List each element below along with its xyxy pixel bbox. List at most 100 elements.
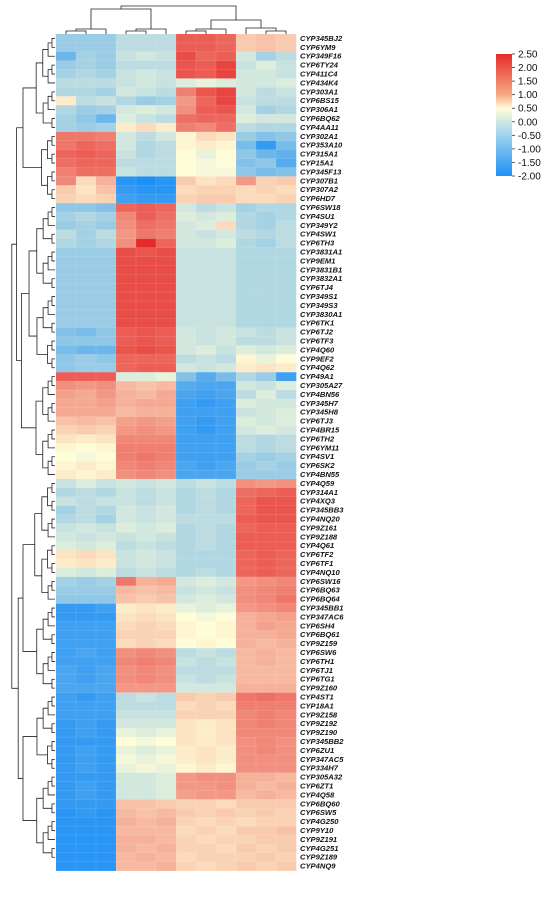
heatmap-cell xyxy=(116,78,137,88)
heatmap-cell xyxy=(176,274,197,284)
heatmap-cell xyxy=(176,719,197,729)
heatmap-cell xyxy=(136,674,157,684)
heatmap-cell xyxy=(176,363,197,373)
heatmap-cell xyxy=(196,523,217,533)
heatmap-cell xyxy=(196,407,217,417)
heatmap-cell xyxy=(136,336,157,346)
heatmap-cell xyxy=(276,746,297,756)
row-label: CYP4NQ10 xyxy=(300,568,340,577)
heatmap-cell xyxy=(216,381,237,391)
heatmap-cell xyxy=(136,532,157,542)
heatmap-cell xyxy=(56,131,77,142)
heatmap-cell xyxy=(56,568,77,578)
heatmap-cell xyxy=(76,354,97,364)
row-label: CYP345H7 xyxy=(300,399,339,408)
heatmap-cell xyxy=(216,434,237,444)
heatmap-cell xyxy=(216,665,237,676)
heatmap-cell xyxy=(136,60,157,70)
heatmap-cell xyxy=(216,746,237,756)
row-label: CYP314A1 xyxy=(300,488,338,497)
heatmap-cell xyxy=(96,425,117,435)
heatmap-cell xyxy=(256,621,277,631)
heatmap-cell xyxy=(236,674,257,684)
heatmap-cell xyxy=(96,594,117,604)
dendrogram-link xyxy=(42,218,52,240)
heatmap-cell xyxy=(76,34,97,44)
heatmap-cell xyxy=(156,808,177,818)
column-dendrogram xyxy=(65,5,287,34)
heatmap-cell xyxy=(156,852,177,862)
dendrogram-link xyxy=(36,717,48,756)
heatmap-cell xyxy=(176,345,197,355)
dendrogram-link xyxy=(47,434,55,449)
heatmap-cell xyxy=(96,140,117,150)
heatmap-cell xyxy=(196,443,217,453)
heatmap-cell xyxy=(176,60,197,70)
heatmap-cell xyxy=(236,42,257,53)
heatmap-cell xyxy=(116,470,137,480)
heatmap-cell xyxy=(116,861,137,871)
heatmap-cell xyxy=(76,123,97,133)
heatmap-cell xyxy=(136,34,157,44)
heatmap-cell xyxy=(196,176,217,186)
row-label: CYP9Z188 xyxy=(300,532,338,541)
heatmap-cell xyxy=(216,621,237,631)
heatmap-cell xyxy=(176,372,197,382)
heatmap-cell xyxy=(116,194,137,204)
row-label: CYP345BB3 xyxy=(300,506,344,515)
heatmap-cell xyxy=(236,665,257,676)
heatmap-cell xyxy=(276,808,297,818)
heatmap-cell xyxy=(236,621,257,631)
heatmap-cell xyxy=(56,710,77,720)
heatmap-cell xyxy=(176,568,197,578)
heatmap-cell xyxy=(216,194,237,204)
heatmap-cell xyxy=(136,594,157,604)
heatmap-cell xyxy=(196,167,217,177)
heatmap-cell xyxy=(96,416,117,426)
color-scale-tick-label: -1.50 xyxy=(518,158,541,169)
heatmap-cell xyxy=(96,826,117,836)
column-label: P1 xyxy=(202,874,213,887)
heatmap-cell xyxy=(276,416,297,426)
row-label: CYP347AC6 xyxy=(300,612,344,621)
heatmap-cell xyxy=(96,78,117,88)
heatmap-cell xyxy=(136,301,157,311)
heatmap-cell xyxy=(96,354,117,364)
heatmap-cell xyxy=(116,425,137,435)
heatmap-cell xyxy=(116,274,137,284)
heatmap-cell xyxy=(96,452,117,462)
heatmap-cell xyxy=(216,416,237,426)
heatmap-cell xyxy=(176,754,197,765)
heatmap-cell xyxy=(96,568,117,578)
heatmap-cell xyxy=(276,309,297,320)
heatmap-cell xyxy=(96,461,117,471)
heatmap-cell xyxy=(236,817,257,827)
heatmap-cell xyxy=(156,96,177,106)
heatmap-cell xyxy=(216,265,237,275)
heatmap-cell xyxy=(56,220,77,231)
heatmap-cell xyxy=(236,710,257,720)
heatmap-cell xyxy=(176,452,197,462)
heatmap-cell xyxy=(256,612,277,622)
heatmap-cell xyxy=(136,665,157,676)
row-label: CYP6BQ60 xyxy=(300,799,340,808)
heatmap-cell xyxy=(156,140,177,150)
heatmap-cell xyxy=(256,34,277,44)
dendrogram-link xyxy=(36,317,48,355)
dendrogram-link xyxy=(51,678,55,689)
heatmap-cell xyxy=(116,719,137,729)
heatmap-cell xyxy=(56,123,77,133)
heatmap-cell xyxy=(236,452,257,462)
heatmap-cell xyxy=(216,568,237,578)
heatmap-cell xyxy=(176,648,197,658)
heatmap-cell xyxy=(256,105,277,115)
heatmap-cell xyxy=(76,576,97,587)
heatmap-cell xyxy=(196,229,217,239)
heatmap-cell xyxy=(156,612,177,622)
heatmap-cell xyxy=(216,149,237,159)
heatmap-cell xyxy=(56,585,77,595)
row-labels: CYP345BJ2CYP6YM9CYP349F16CYP6TY24CYP411C… xyxy=(300,34,344,871)
heatmap-cell xyxy=(116,229,137,239)
heatmap-cell xyxy=(156,443,177,453)
